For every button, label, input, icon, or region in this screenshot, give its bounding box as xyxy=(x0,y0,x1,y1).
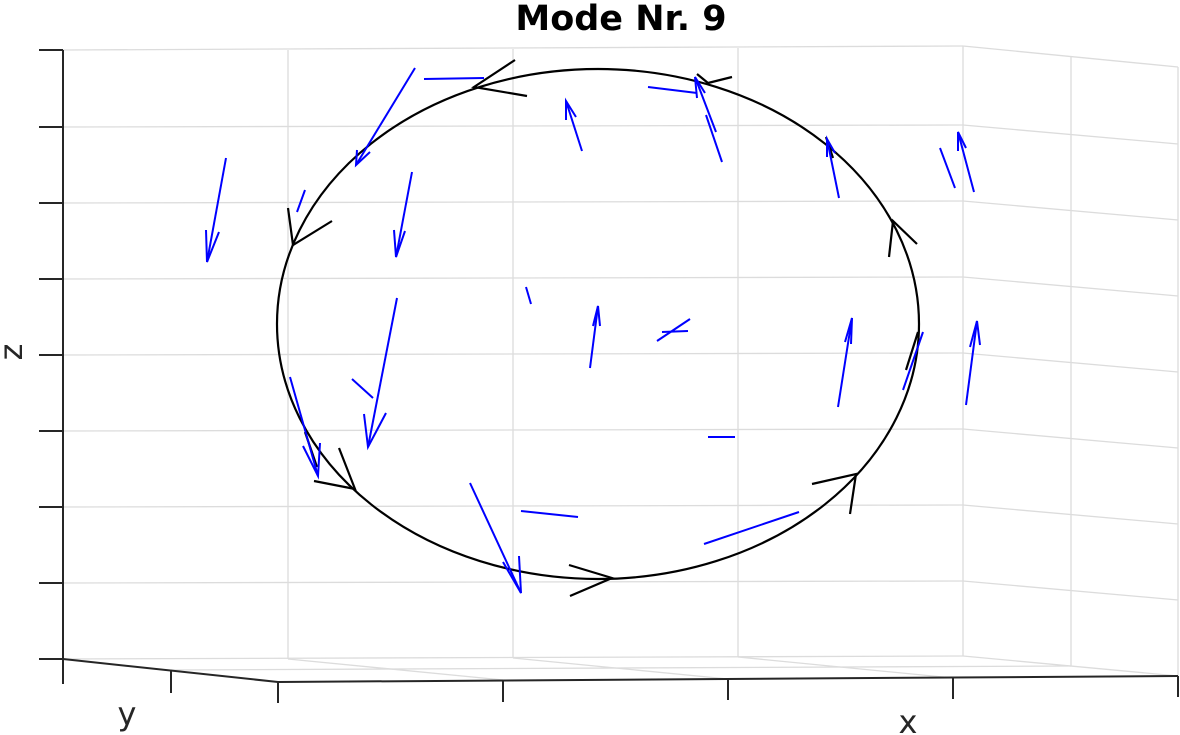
vector-arrow xyxy=(302,442,321,480)
vector-arrow xyxy=(351,378,374,399)
vector-arrow xyxy=(565,97,577,120)
vector-arrow xyxy=(565,100,583,152)
orbit-ellipse xyxy=(275,67,921,581)
vector-arrow xyxy=(957,131,967,151)
chart-title: Mode Nr. 9 xyxy=(515,0,726,39)
orbit-arrow xyxy=(313,447,357,491)
vector-arrow xyxy=(902,331,924,391)
vector-arrow xyxy=(647,86,698,94)
vector-arrow xyxy=(837,317,853,408)
vector-arrow xyxy=(469,482,522,594)
vector-arrow xyxy=(592,305,601,327)
vector-arrow xyxy=(395,171,413,258)
vector-arrow xyxy=(703,511,800,545)
orbit-arrow xyxy=(471,59,528,98)
vector-arrow xyxy=(206,157,227,263)
vector-arrow xyxy=(354,149,371,168)
vector-arrow xyxy=(965,320,978,406)
vector-arrow xyxy=(826,135,836,157)
orbit-arrow xyxy=(696,73,733,85)
vector-arrow xyxy=(661,330,689,333)
vector-arrow xyxy=(355,67,416,166)
vector-arrow xyxy=(296,189,306,213)
vector-arrow xyxy=(694,76,706,99)
vector-arrow xyxy=(520,510,579,518)
y-axis-label: y xyxy=(118,695,137,733)
vector-arrow xyxy=(705,114,723,163)
orbit-arrow xyxy=(904,331,920,371)
orbit-arrow xyxy=(568,563,616,598)
z-axis-label: z xyxy=(0,344,30,361)
vector-arrow xyxy=(844,317,853,345)
axes xyxy=(39,49,1179,703)
vector-arrow xyxy=(939,147,956,189)
orbit xyxy=(275,59,921,598)
vector-arrow xyxy=(367,297,398,448)
orbit-arrow xyxy=(887,218,918,258)
vector-arrow xyxy=(694,76,717,133)
vector-arrow xyxy=(289,376,319,477)
vector-arrow xyxy=(589,305,599,369)
grid xyxy=(62,45,1179,681)
vector-arrow xyxy=(826,138,840,199)
vector-arrow xyxy=(525,286,532,305)
vector-field xyxy=(205,67,981,594)
orbit-arrow xyxy=(811,472,858,515)
vector-arrow xyxy=(957,131,975,193)
vector-arrow xyxy=(502,555,522,594)
vector-arrow xyxy=(423,77,485,80)
x-axis-label: x xyxy=(899,703,918,735)
vector-arrow xyxy=(656,318,691,342)
vector-arrow xyxy=(205,229,220,263)
orbit-arrow xyxy=(286,207,333,247)
vector-arrow xyxy=(393,229,406,258)
vector-arrow xyxy=(969,320,981,348)
vector-arrow xyxy=(363,412,387,451)
